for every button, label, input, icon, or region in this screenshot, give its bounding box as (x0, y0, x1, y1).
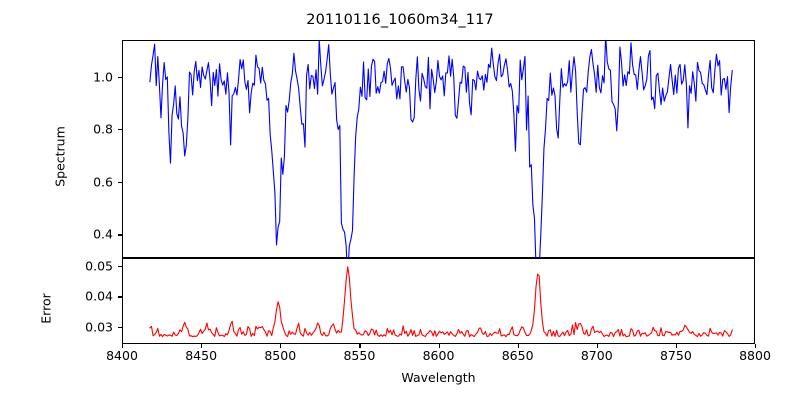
y-tick-mark (118, 76, 122, 78)
spectrum-series (149, 41, 733, 259)
y-tick-label: 0.8 (93, 121, 113, 137)
x-tick-label: 8800 (739, 348, 771, 363)
y-tick-label: 1.0 (93, 69, 113, 85)
x-tick-mark (280, 344, 282, 348)
y-axis-label-spectrum: Spectrum (52, 126, 68, 187)
x-tick-mark (517, 344, 519, 348)
y-tick-label: 0.03 (85, 319, 113, 335)
error-series (149, 266, 733, 338)
y-tick-label: 0.4 (93, 226, 113, 242)
y-axis-label-error: Error (38, 293, 54, 324)
page-title: 20110116_1060m34_117 (306, 12, 494, 28)
y-tick-mark (118, 181, 122, 183)
x-tick-label: 8750 (659, 348, 692, 363)
x-tick-mark (201, 344, 203, 348)
x-tick-mark (122, 344, 124, 348)
y-tick-label: 0.05 (85, 258, 113, 274)
x-tick-label: 8450 (185, 348, 218, 363)
y-tick-mark (118, 129, 122, 131)
x-tick-mark (755, 344, 757, 348)
x-tick-label: 8600 (422, 348, 455, 363)
x-tick-label: 8700 (580, 348, 613, 363)
y-tick-mark (118, 296, 122, 298)
x-tick-mark (438, 344, 440, 348)
y-tick-mark (118, 234, 122, 236)
x-tick-label: 8550 (343, 348, 376, 363)
y-tick-label: 0.6 (93, 174, 113, 190)
y-tick-mark (118, 265, 122, 267)
x-tick-label: 8650 (501, 348, 534, 363)
x-tick-mark (596, 344, 598, 348)
y-tick-mark (118, 327, 122, 329)
x-tick-label: 8500 (264, 348, 297, 363)
x-tick-mark (675, 344, 678, 348)
x-axis-label: Wavelength (401, 370, 476, 385)
x-tick-mark (359, 344, 361, 348)
x-tick-label: 8400 (106, 348, 138, 363)
error-panel (122, 258, 755, 344)
y-tick-label: 0.04 (85, 288, 113, 304)
spectrum-panel (122, 40, 755, 259)
